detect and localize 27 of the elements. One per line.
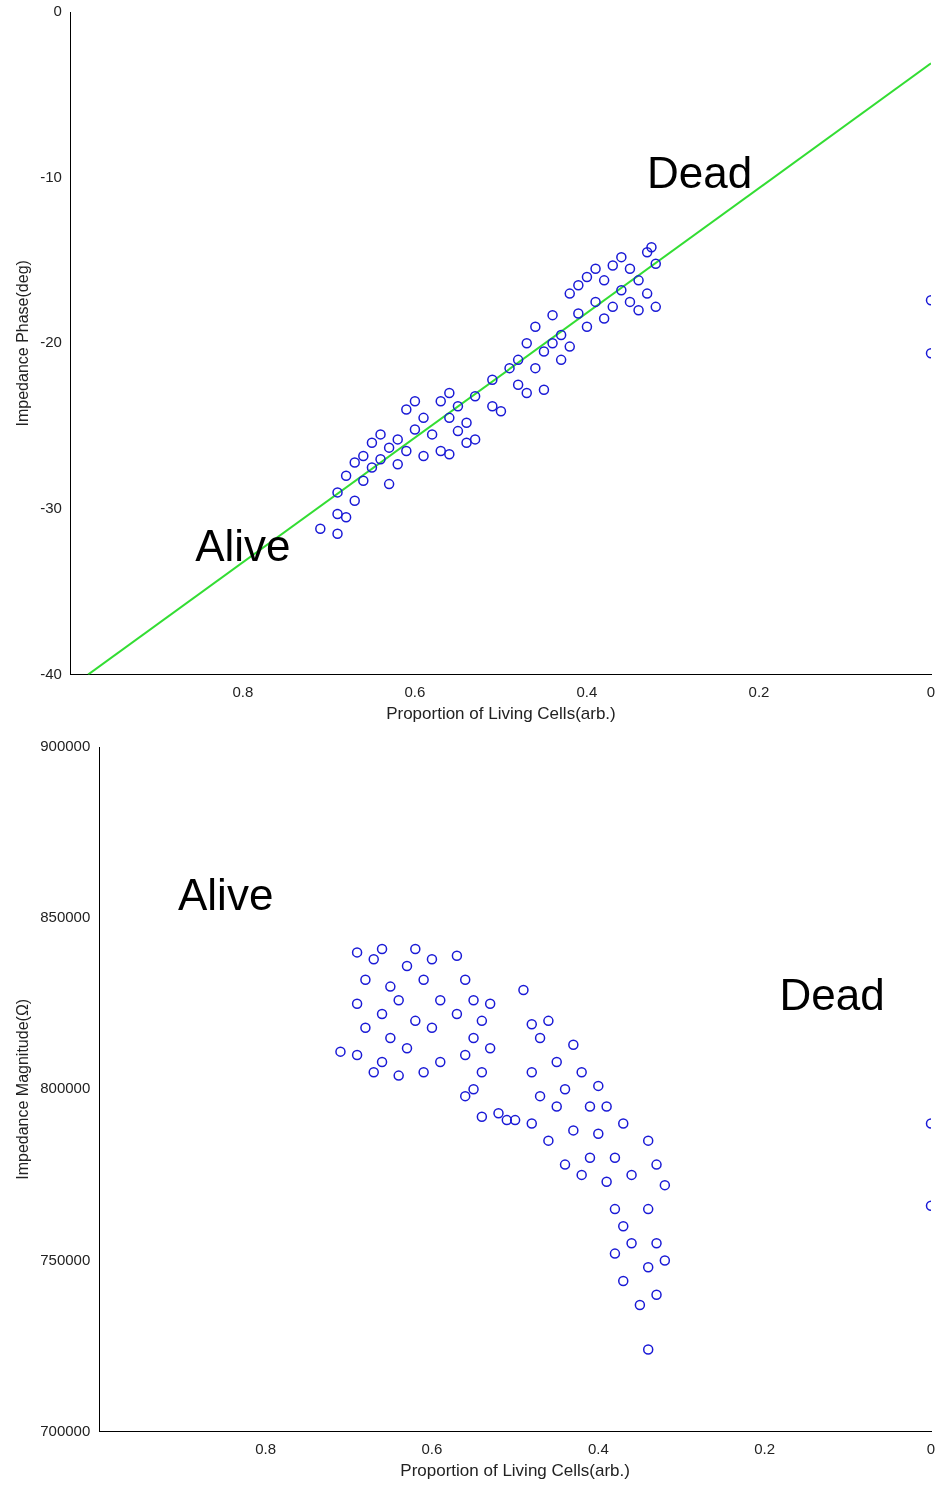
annotation: Dead xyxy=(647,148,753,198)
annotation: Alive xyxy=(177,869,274,919)
y-axis-title: Impedance Phase(deg) xyxy=(14,260,32,427)
y-tick-label: -20 xyxy=(40,333,62,351)
x-tick-label: 0.8 xyxy=(255,1439,277,1457)
x-tick-label: 0 xyxy=(926,682,936,700)
x-tick-label: 0 xyxy=(926,1439,936,1457)
x-tick-label: 0.2 xyxy=(754,1439,776,1457)
x-tick-label: 0.4 xyxy=(587,1439,609,1457)
y-tick-label: -10 xyxy=(40,167,62,185)
y-tick-label: -40 xyxy=(40,664,62,682)
x-tick-label: 0.2 xyxy=(748,682,770,700)
y-tick-label: 750000 xyxy=(40,1250,91,1268)
x-axis-title: Proportion of Living Cells(arb.) xyxy=(400,1461,630,1481)
y-tick-label: 900000 xyxy=(40,737,91,755)
x-tick-label: 0.6 xyxy=(421,1439,443,1457)
x-axis-title: Proportion of Living Cells(arb.) xyxy=(386,704,616,724)
y-tick-label: 800000 xyxy=(40,1079,91,1097)
y-tick-label: 700000 xyxy=(40,1421,91,1439)
y-tick-label: 0 xyxy=(53,2,62,20)
x-tick-label: 0.4 xyxy=(576,682,598,700)
y-axis-title: Impedance Magnitude(Ω) xyxy=(14,998,32,1180)
y-tick-label: -30 xyxy=(40,499,62,517)
annotation: Dead xyxy=(779,969,885,1019)
x-tick-label: 0.6 xyxy=(404,682,426,700)
x-tick-label: 0.8 xyxy=(232,682,254,700)
y-tick-label: 850000 xyxy=(40,908,91,926)
